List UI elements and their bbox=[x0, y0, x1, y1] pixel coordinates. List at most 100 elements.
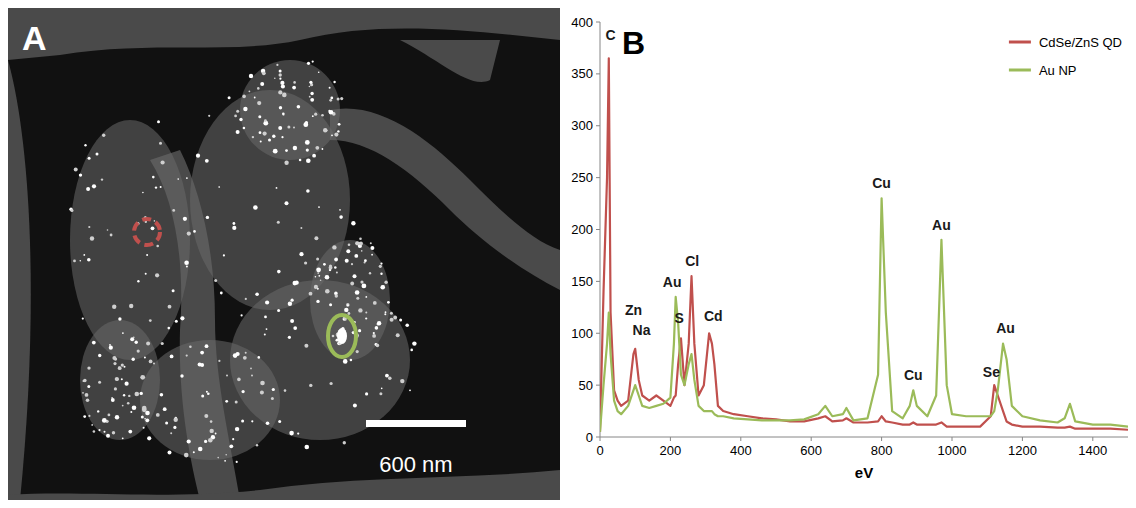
nanoparticle bbox=[321, 114, 324, 117]
carbon-film bbox=[8, 470, 560, 500]
nanoparticle bbox=[355, 290, 360, 295]
nanoparticle bbox=[111, 398, 115, 402]
nanoparticle bbox=[369, 272, 371, 274]
nanoparticle bbox=[152, 176, 155, 179]
nanoparticle bbox=[168, 450, 172, 454]
nanoparticle bbox=[345, 259, 349, 263]
nanoparticle bbox=[354, 254, 358, 258]
nanoparticle bbox=[306, 189, 310, 193]
nanoparticle bbox=[206, 391, 208, 393]
np-cluster bbox=[337, 328, 347, 344]
nanoparticle bbox=[234, 115, 237, 118]
carbon-film bbox=[330, 108, 560, 290]
nanoparticle bbox=[360, 281, 363, 284]
nanoparticle bbox=[147, 436, 151, 440]
nanoparticle bbox=[135, 392, 140, 397]
nanoparticle bbox=[92, 341, 96, 345]
nanoparticle bbox=[278, 90, 282, 94]
nanoparticle bbox=[201, 395, 204, 398]
nanoparticle bbox=[278, 420, 281, 423]
nanoparticle bbox=[215, 433, 217, 435]
nanoparticle bbox=[133, 337, 135, 339]
x-tick-label: 0 bbox=[596, 443, 603, 458]
nanoparticle bbox=[223, 254, 225, 256]
particle-cluster bbox=[140, 340, 280, 460]
y-tick-label: 200 bbox=[571, 222, 593, 237]
nanoparticle bbox=[102, 134, 105, 137]
spectrum-line bbox=[600, 198, 1128, 431]
nanoparticle bbox=[293, 146, 297, 150]
legend-swatch bbox=[1009, 69, 1031, 72]
nanoparticle bbox=[316, 257, 319, 260]
nanoparticle bbox=[183, 217, 187, 221]
nanoparticle bbox=[232, 226, 236, 230]
x-tick bbox=[600, 437, 601, 441]
spectrum-line bbox=[600, 58, 1128, 432]
x-tick-label: 1400 bbox=[1078, 443, 1107, 458]
nanoparticle bbox=[110, 234, 113, 237]
nanoparticle bbox=[384, 313, 386, 315]
nanoparticle bbox=[113, 362, 116, 365]
nanoparticle bbox=[254, 97, 256, 99]
nanoparticle bbox=[289, 431, 294, 436]
nanoparticle bbox=[337, 98, 340, 101]
nanoparticle bbox=[115, 377, 119, 381]
nanoparticle bbox=[314, 285, 318, 289]
nanoparticle bbox=[88, 226, 90, 228]
nanoparticle bbox=[177, 178, 179, 180]
nanoparticle bbox=[156, 413, 160, 417]
nanoparticle bbox=[245, 352, 247, 354]
nanoparticle bbox=[396, 333, 400, 337]
nanoparticle bbox=[242, 95, 246, 99]
nanoparticle bbox=[237, 378, 241, 382]
nanoparticle bbox=[284, 389, 287, 392]
y-tick bbox=[596, 229, 600, 230]
nanoparticle bbox=[91, 424, 93, 426]
nanoparticle bbox=[409, 389, 411, 391]
nanoparticle bbox=[377, 321, 381, 325]
nanoparticle bbox=[245, 298, 247, 300]
nanoparticle bbox=[121, 364, 124, 367]
nanoparticle bbox=[279, 106, 282, 109]
nanoparticle bbox=[284, 161, 288, 165]
nanoparticle bbox=[123, 394, 125, 396]
nanoparticle bbox=[88, 415, 90, 417]
x-tick-label: 400 bbox=[730, 443, 752, 458]
nanoparticle bbox=[137, 280, 139, 282]
nanoparticle bbox=[172, 289, 175, 292]
nanoparticle bbox=[168, 305, 172, 309]
nanoparticle bbox=[325, 276, 328, 279]
nanoparticle bbox=[271, 397, 274, 400]
nanoparticle bbox=[109, 346, 113, 350]
x-tick-label: 600 bbox=[800, 443, 822, 458]
nanoparticle bbox=[156, 245, 159, 248]
x-tick bbox=[1092, 437, 1093, 441]
nanoparticle bbox=[198, 363, 202, 367]
nanoparticle bbox=[315, 146, 319, 150]
nanoparticle bbox=[309, 81, 312, 84]
nanoparticle bbox=[379, 392, 382, 395]
nanoparticle bbox=[315, 276, 317, 278]
nanoparticle bbox=[142, 407, 147, 412]
x-tick bbox=[881, 437, 882, 441]
nanoparticle bbox=[232, 438, 234, 440]
nanoparticle bbox=[338, 123, 341, 126]
nanoparticle bbox=[255, 293, 259, 297]
nanoparticle bbox=[70, 209, 73, 212]
y-tick bbox=[596, 177, 600, 178]
nanoparticle bbox=[210, 429, 214, 433]
nanoparticle bbox=[278, 126, 282, 130]
nanoparticle bbox=[375, 326, 379, 330]
x-tick bbox=[811, 437, 812, 441]
y-tick-label: 300 bbox=[571, 118, 593, 133]
nanoparticle bbox=[310, 98, 314, 102]
nanoparticle bbox=[125, 382, 129, 386]
y-tick bbox=[596, 22, 600, 23]
nanoparticle bbox=[165, 422, 168, 425]
nanoparticle bbox=[388, 376, 392, 380]
nanoparticle bbox=[322, 148, 324, 150]
nanoparticle bbox=[82, 392, 84, 394]
nanoparticle bbox=[340, 97, 343, 100]
nanoparticle bbox=[304, 261, 307, 264]
nanoparticle bbox=[288, 302, 292, 306]
